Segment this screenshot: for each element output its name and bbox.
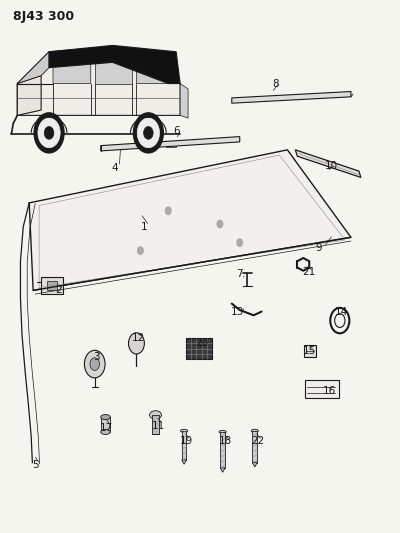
Ellipse shape (180, 429, 188, 432)
Circle shape (137, 118, 160, 148)
Text: 18: 18 (219, 437, 232, 447)
Bar (166, 141, 176, 147)
Polygon shape (295, 150, 361, 177)
Polygon shape (136, 62, 168, 84)
Text: 2: 2 (56, 285, 62, 295)
Text: 7: 7 (236, 270, 243, 279)
Ellipse shape (101, 415, 110, 419)
Polygon shape (180, 84, 188, 118)
Text: 6: 6 (173, 126, 180, 136)
Text: 8J43 300: 8J43 300 (13, 10, 74, 23)
Text: 11: 11 (152, 421, 165, 431)
Circle shape (128, 333, 144, 354)
Text: 20: 20 (196, 338, 208, 349)
Text: 3: 3 (94, 352, 100, 361)
Polygon shape (29, 150, 351, 290)
Bar (101, 417, 110, 432)
Text: 22: 22 (251, 437, 264, 447)
Text: 19: 19 (180, 437, 193, 447)
Circle shape (138, 247, 143, 254)
Text: 10: 10 (324, 161, 338, 171)
Text: 12: 12 (132, 333, 145, 343)
Circle shape (217, 220, 223, 228)
Text: 15: 15 (303, 346, 316, 357)
Text: 21: 21 (303, 267, 316, 277)
Polygon shape (232, 92, 351, 103)
Bar (186, 338, 212, 359)
Bar (305, 380, 339, 398)
Ellipse shape (150, 411, 162, 419)
Text: 16: 16 (322, 386, 336, 396)
Circle shape (84, 350, 105, 378)
Polygon shape (17, 76, 41, 115)
Ellipse shape (251, 429, 258, 432)
Text: 17: 17 (100, 423, 113, 433)
Bar (304, 345, 316, 357)
Polygon shape (49, 45, 180, 84)
Polygon shape (182, 460, 186, 464)
Circle shape (133, 113, 164, 153)
Bar (182, 431, 186, 460)
Polygon shape (53, 62, 91, 84)
Circle shape (144, 126, 153, 139)
Circle shape (166, 207, 171, 215)
Text: 9: 9 (316, 243, 322, 253)
Text: 5: 5 (32, 461, 38, 470)
Text: 4: 4 (111, 164, 118, 173)
Circle shape (34, 113, 64, 153)
Circle shape (38, 118, 60, 148)
Ellipse shape (219, 430, 226, 433)
Bar (152, 415, 159, 433)
Polygon shape (95, 62, 132, 84)
Polygon shape (17, 46, 180, 115)
Circle shape (237, 239, 242, 246)
Circle shape (90, 358, 100, 370)
Text: 13: 13 (231, 306, 244, 317)
Bar (252, 431, 257, 463)
Polygon shape (220, 468, 225, 472)
Circle shape (44, 126, 54, 139)
Polygon shape (101, 136, 240, 151)
Bar (220, 432, 225, 468)
Text: 1: 1 (141, 222, 148, 232)
Text: 8: 8 (272, 78, 279, 88)
Bar (47, 281, 57, 290)
Ellipse shape (101, 430, 110, 434)
Polygon shape (17, 52, 49, 84)
Text: 14: 14 (334, 306, 348, 317)
Bar (41, 277, 63, 294)
Polygon shape (252, 463, 257, 467)
